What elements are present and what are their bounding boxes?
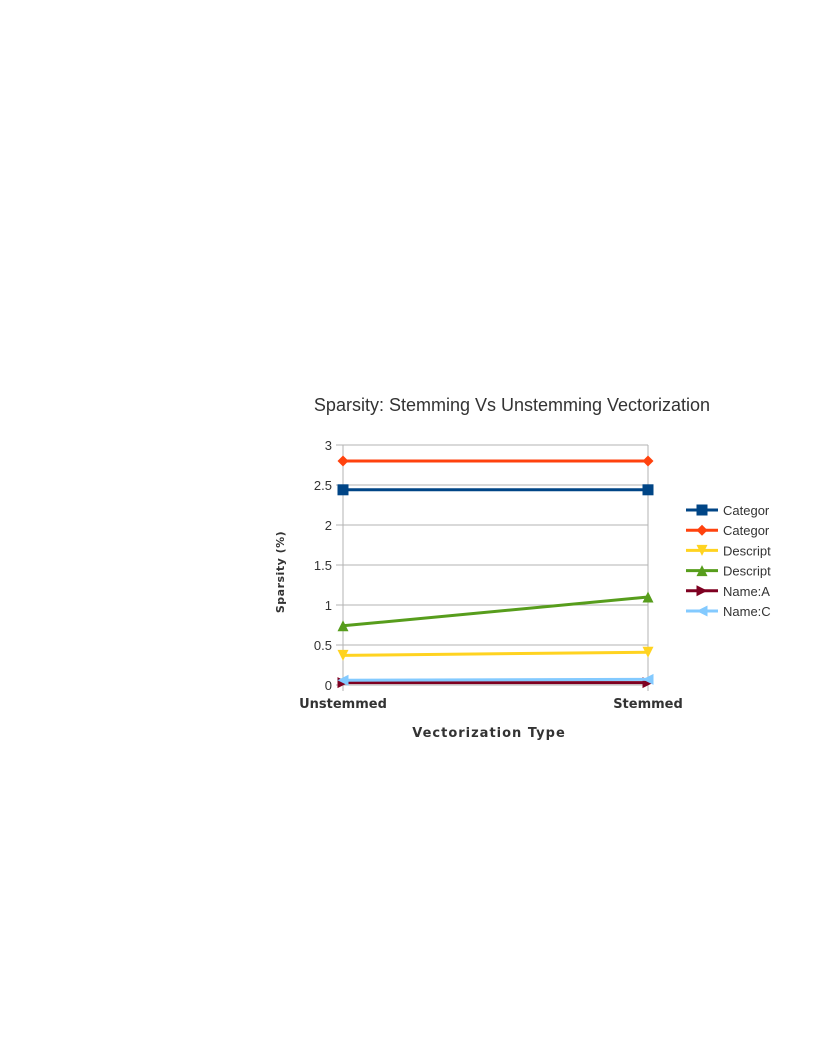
legend-item: Descript xyxy=(686,543,771,558)
legend: Categor Categor Descript Descript Name:A Name… xyxy=(686,503,771,619)
data-point xyxy=(337,484,349,496)
data-point xyxy=(642,455,654,467)
y-tick-label: 1 xyxy=(325,598,332,613)
y-tick-label: 2 xyxy=(325,518,332,533)
gridlines xyxy=(336,444,649,691)
legend-item: Descript xyxy=(686,564,771,579)
legend-marker xyxy=(696,524,708,536)
y-tick-label: 3 xyxy=(325,438,332,453)
y-tick-label: 1.5 xyxy=(314,558,332,573)
data-point xyxy=(642,646,654,658)
legend-marker xyxy=(696,504,708,516)
series-1 xyxy=(337,484,654,496)
series-2 xyxy=(337,455,654,467)
legend-marker xyxy=(696,605,708,617)
legend-item: Categor xyxy=(686,503,770,518)
legend-label: Name:C xyxy=(723,604,771,619)
series-line xyxy=(342,650,649,657)
legend-item: Name:A xyxy=(686,584,770,599)
legend-label: Name:A xyxy=(723,584,770,599)
chart-title: Sparsity: Stemming Vs Unstemming Vectori… xyxy=(314,395,710,415)
x-axis-category-labels: Unstemmed Stemmed xyxy=(299,697,683,712)
y-tick-label: 0.5 xyxy=(314,638,332,653)
x-category-label: Unstemmed xyxy=(299,697,387,712)
data-point xyxy=(642,591,654,603)
series-line xyxy=(342,595,649,628)
data-point xyxy=(642,673,654,685)
legend-label: Descript xyxy=(723,564,771,579)
data-point xyxy=(337,455,349,467)
data-series xyxy=(337,455,654,689)
x-category-label: Stemmed xyxy=(613,697,683,712)
series-3 xyxy=(337,646,654,661)
y-tick-label: 2.5 xyxy=(314,478,332,493)
legend-item: Name:C xyxy=(686,604,771,619)
legend-items: Categor Categor Descript Descript Name:A Name… xyxy=(686,503,771,619)
data-point xyxy=(642,484,654,496)
y-tick-label: 0 xyxy=(325,678,332,693)
y-axis-title: Sparsity (%) xyxy=(274,531,287,613)
legend-marker xyxy=(696,565,708,577)
legend-marker xyxy=(696,544,708,556)
data-point xyxy=(337,649,349,661)
legend-item: Categor xyxy=(686,523,770,538)
legend-label: Descript xyxy=(723,543,771,558)
x-axis-title: Vectorization Type xyxy=(412,726,566,741)
y-axis-tick-labels: 0 0.5 1 1.5 2 2.5 3 xyxy=(314,438,332,693)
series-line xyxy=(342,677,649,682)
legend-marker xyxy=(696,585,708,597)
series-6 xyxy=(337,673,654,686)
series-4 xyxy=(337,591,654,632)
data-point xyxy=(337,674,349,686)
data-point xyxy=(337,620,349,632)
legend-label: Categor xyxy=(723,523,770,538)
legend-label: Categor xyxy=(723,503,770,518)
